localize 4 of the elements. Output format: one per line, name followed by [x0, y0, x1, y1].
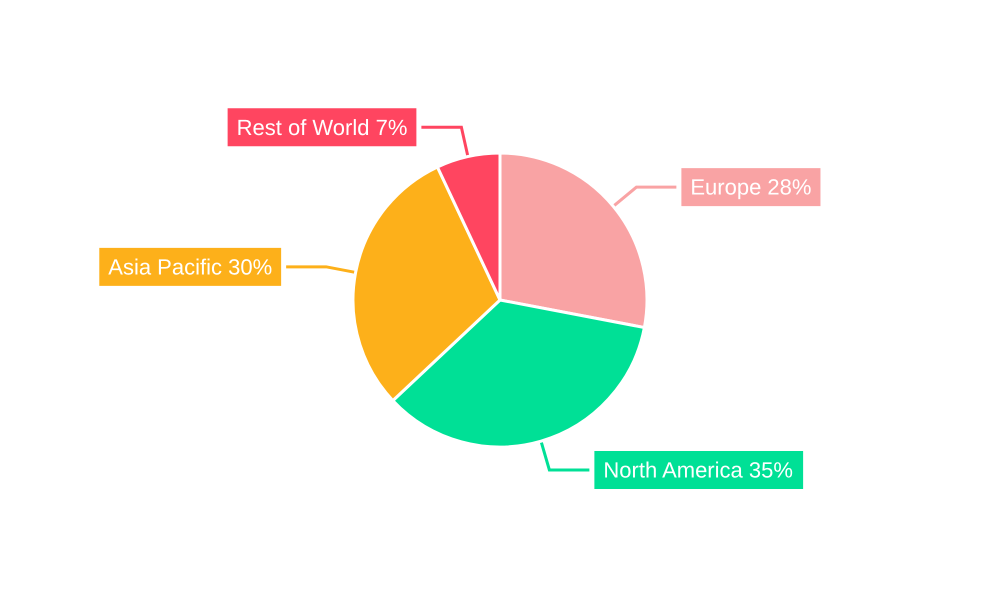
- slice-label: Europe 28%: [690, 174, 812, 200]
- slice-label: North America 35%: [603, 457, 793, 482]
- slice-label: Asia Pacific 30%: [108, 254, 272, 280]
- slice-label: Rest of World 7%: [236, 114, 408, 140]
